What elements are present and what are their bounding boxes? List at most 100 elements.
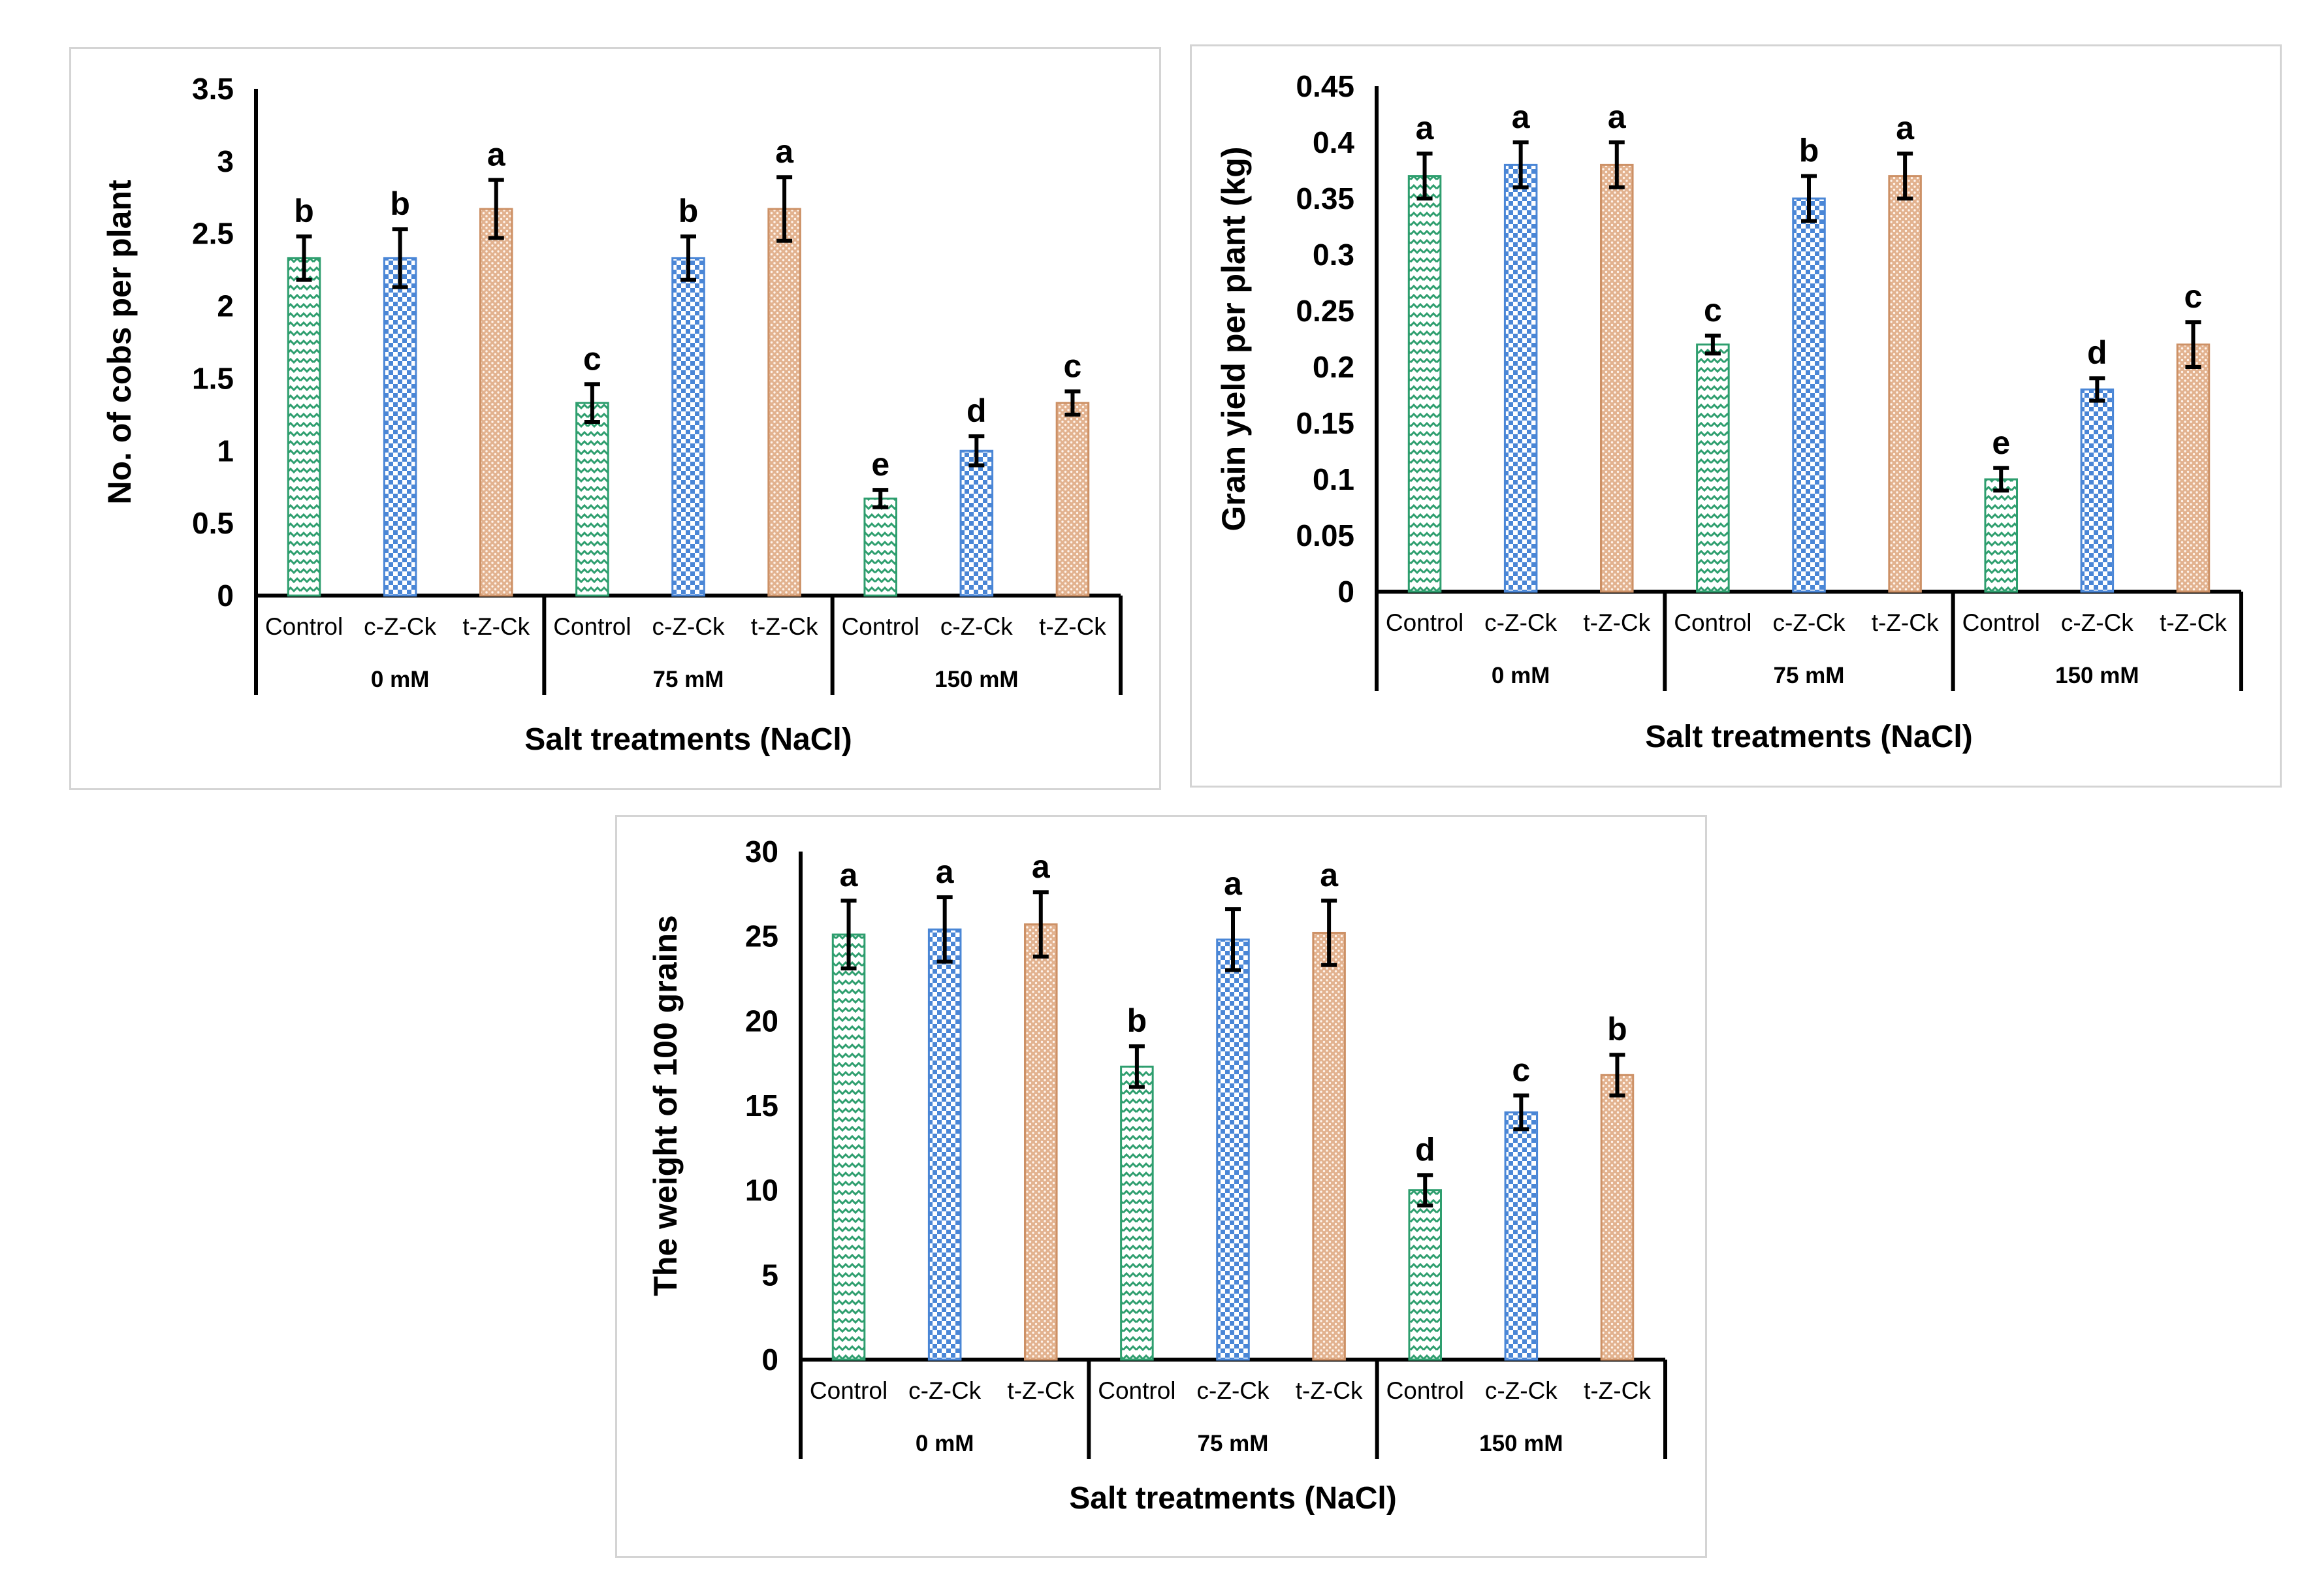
category-label: t-Z-Ck: [1584, 1377, 1651, 1404]
category-label: t-Z-Ck: [462, 613, 530, 640]
y-tick-label: 0.5: [192, 506, 234, 540]
significance-label: b: [1127, 1002, 1147, 1039]
significance-label: a: [1896, 110, 1915, 146]
category-label: c-Z-Ck: [908, 1377, 981, 1404]
group-label: 150 mM: [935, 667, 1018, 692]
y-axis-title: The weight of 100 grains: [647, 915, 684, 1296]
significance-label: b: [679, 193, 699, 229]
significance-label: a: [1224, 865, 1243, 902]
chart-panel-cobs: [69, 47, 1161, 790]
significance-label: c: [1512, 1051, 1530, 1088]
category-label: c-Z-Ck: [652, 613, 725, 640]
y-tick-label: 2.5: [192, 217, 234, 251]
category-label: t-Z-Ck: [1007, 1377, 1074, 1404]
significance-label: d: [2087, 334, 2107, 371]
bar: [1984, 478, 2018, 593]
significance-label: b: [1799, 133, 1819, 169]
bar: [479, 208, 513, 597]
bar: [831, 933, 866, 1361]
bar: [1503, 163, 1538, 593]
y-tick-label: 0: [217, 579, 234, 613]
chart-3: 0 5 10 15 20 25 30 a Control a c-Z-Ck a t-Z-Ck b Contr…: [647, 835, 1667, 1516]
bar: [1120, 1065, 1154, 1361]
group-label: 75 mM: [653, 667, 724, 692]
significance-label: a: [1032, 848, 1051, 885]
significance-label: b: [294, 193, 314, 229]
category-label: t-Z-Ck: [1583, 609, 1650, 636]
bar: [1024, 923, 1058, 1361]
group-label: 75 mM: [1774, 663, 1845, 688]
y-tick-label: 15: [745, 1089, 778, 1123]
bar: [383, 257, 417, 597]
y-tick-label: 10: [745, 1173, 778, 1207]
bar: [1792, 197, 1826, 593]
y-tick-label: 0.4: [1313, 125, 1354, 159]
category-label: c-Z-Ck: [2061, 609, 2133, 636]
significance-label: b: [390, 185, 410, 222]
group-label: 0 mM: [1492, 663, 1550, 688]
bar: [1312, 931, 1346, 1361]
group-label: 150 mM: [1479, 1431, 1563, 1456]
significance-label: c: [2184, 278, 2203, 315]
y-tick-label: 0.15: [1296, 406, 1354, 440]
significance-label: e: [871, 446, 889, 483]
category-label: Control: [842, 613, 919, 640]
bar: [1407, 175, 1442, 593]
category-label: Control: [265, 613, 343, 640]
category-label: Control: [1674, 609, 1751, 636]
category-label: Control: [1098, 1377, 1175, 1404]
significance-label: a: [1416, 110, 1435, 146]
significance-label: d: [967, 392, 987, 429]
category-label: Control: [1386, 1377, 1464, 1404]
y-tick-label: 30: [745, 835, 778, 869]
category-label: Control: [810, 1377, 887, 1404]
y-tick-label: 0: [761, 1343, 778, 1377]
category-label: t-Z-Ck: [1039, 613, 1106, 640]
category-label: c-Z-Ck: [1197, 1377, 1270, 1404]
bar: [2080, 388, 2115, 593]
category-label: Control: [1386, 609, 1463, 636]
bar: [287, 257, 321, 597]
bar: [767, 208, 801, 597]
x-axis-title: Salt treatments (NaCl): [524, 722, 852, 757]
bar: [575, 402, 609, 597]
significance-label: a: [1320, 857, 1339, 893]
category-label: t-Z-Ck: [2160, 609, 2227, 636]
x-axis-title: Salt treatments (NaCl): [1645, 720, 1972, 754]
significance-label: e: [1992, 424, 2010, 461]
y-tick-label: 0.25: [1296, 294, 1354, 328]
group-label: 0 mM: [371, 667, 429, 692]
y-tick-label: 0.2: [1313, 350, 1354, 384]
y-axis-title: No. of cobs per plant: [101, 180, 138, 505]
bar: [927, 928, 962, 1361]
significance-label: c: [1704, 292, 1722, 328]
bar: [959, 449, 994, 597]
significance-label: b: [1607, 1011, 1627, 1047]
significance-label: c: [583, 340, 601, 377]
y-tick-label: 2: [217, 289, 234, 323]
y-tick-label: 1.5: [192, 361, 234, 395]
category-label: c-Z-Ck: [364, 613, 436, 640]
category-label: c-Z-Ck: [1484, 609, 1557, 636]
chart-2: 0 0.05 0.1 0.15 0.2 0.25 0.3 0.35 0.4 0.45 a Contro…: [1215, 69, 2243, 754]
significance-label: d: [1415, 1131, 1435, 1168]
category-label: Control: [1962, 609, 2040, 636]
significance-label: a: [1512, 99, 1531, 135]
bar: [1888, 175, 1922, 593]
category-label: c-Z-Ck: [1485, 1377, 1558, 1404]
group-label: 75 mM: [1198, 1431, 1269, 1456]
significance-label: a: [775, 133, 794, 170]
category-label: t-Z-Ck: [1296, 1377, 1363, 1404]
y-tick-label: 0.3: [1313, 238, 1354, 272]
y-axis-title: Grain yield per plant (kg): [1215, 147, 1252, 532]
y-tick-label: 1: [217, 434, 234, 468]
chart-1: 0 0.5 1 1.5 2 2.5 3 3.5 b Control b c-Z-Ck a t-Z-Ck c C…: [101, 72, 1123, 757]
bar: [1600, 1074, 1635, 1361]
significance-label: a: [840, 857, 859, 893]
y-tick-label: 0.1: [1313, 462, 1354, 496]
y-tick-label: 25: [745, 919, 778, 953]
bar: [1055, 402, 1090, 597]
significance-label: a: [1608, 99, 1627, 135]
y-tick-label: 0.35: [1296, 182, 1354, 215]
